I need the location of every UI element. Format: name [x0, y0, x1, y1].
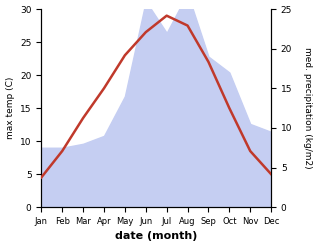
Y-axis label: max temp (C): max temp (C)	[5, 77, 15, 139]
Y-axis label: med. precipitation (kg/m2): med. precipitation (kg/m2)	[303, 47, 313, 169]
X-axis label: date (month): date (month)	[115, 231, 197, 242]
